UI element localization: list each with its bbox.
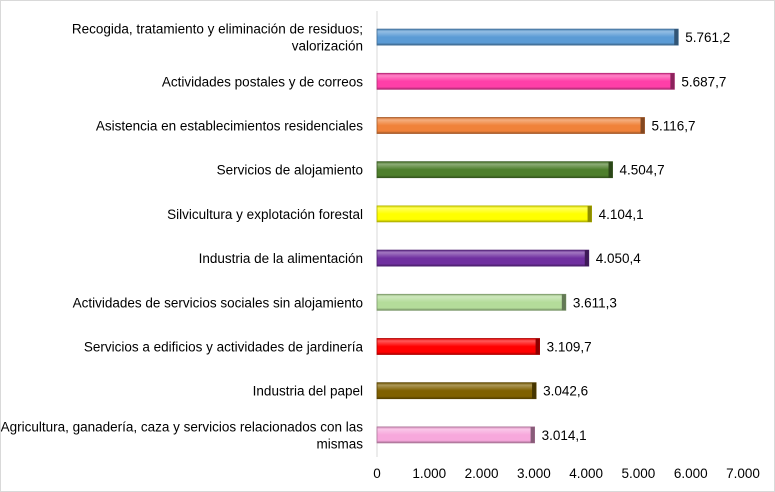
data-label: 3.109,7 <box>547 340 592 355</box>
bar-end-bevel <box>530 426 535 443</box>
bar <box>376 161 613 179</box>
bar <box>376 249 590 267</box>
bar-end-bevel <box>587 205 592 222</box>
x-tick-label: 7.000 <box>726 466 760 481</box>
category-label: Recogida, tratamiento y eliminación de r… <box>72 22 363 37</box>
bar-end-bevel <box>608 161 613 178</box>
x-tick-label: 0 <box>373 466 381 481</box>
data-label: 5.687,7 <box>681 74 726 89</box>
data-label: 5.761,2 <box>685 30 730 45</box>
category-label: Actividades postales y de correos <box>162 74 363 89</box>
bar-end-bevel <box>535 338 540 355</box>
x-tick-label: 3.000 <box>517 466 551 481</box>
bar <box>376 382 537 400</box>
bar-end-bevel <box>674 29 679 46</box>
bar <box>376 338 540 355</box>
bar <box>376 426 535 444</box>
bar-end-bevel <box>561 294 566 311</box>
x-tick-label: 1.000 <box>412 466 446 481</box>
category-label: valorización <box>292 39 363 54</box>
x-tick-label: 4.000 <box>569 466 603 481</box>
category-label: Industria de la alimentación <box>199 251 363 266</box>
data-label: 4.504,7 <box>620 163 665 178</box>
category-label: mismas <box>317 436 364 451</box>
bar <box>376 28 679 46</box>
category-label: Agricultura, ganadería, caza y servicios… <box>1 419 363 434</box>
bar <box>376 72 675 90</box>
x-tick-label: 6.000 <box>674 466 708 481</box>
category-label: Servicios a edificios y actividades de j… <box>84 340 364 355</box>
category-label: Silvicultura y explotación forestal <box>167 207 363 222</box>
data-label: 3.014,1 <box>542 428 587 443</box>
data-label: 4.050,4 <box>596 251 642 266</box>
bar-end-bevel <box>584 250 589 267</box>
data-label: 3.042,6 <box>543 384 588 399</box>
bar-end-bevel <box>640 117 645 134</box>
category-label: Asistencia en establecimientos residenci… <box>96 119 363 134</box>
data-label: 5.116,7 <box>652 119 696 134</box>
bar <box>376 205 592 223</box>
x-tick-label: 2.000 <box>465 466 499 481</box>
bar-end-bevel <box>532 382 537 399</box>
data-label: 3.611,3 <box>573 295 617 310</box>
x-tick-label: 5.000 <box>622 466 656 481</box>
bar-end-bevel <box>670 73 675 90</box>
category-label: Servicios de alojamiento <box>217 163 363 178</box>
category-label: Actividades de servicios sociales sin al… <box>73 295 363 310</box>
bar <box>376 117 645 134</box>
bar <box>376 293 567 311</box>
data-label: 4.104,1 <box>599 207 644 222</box>
category-label: Industria del papel <box>253 384 363 399</box>
